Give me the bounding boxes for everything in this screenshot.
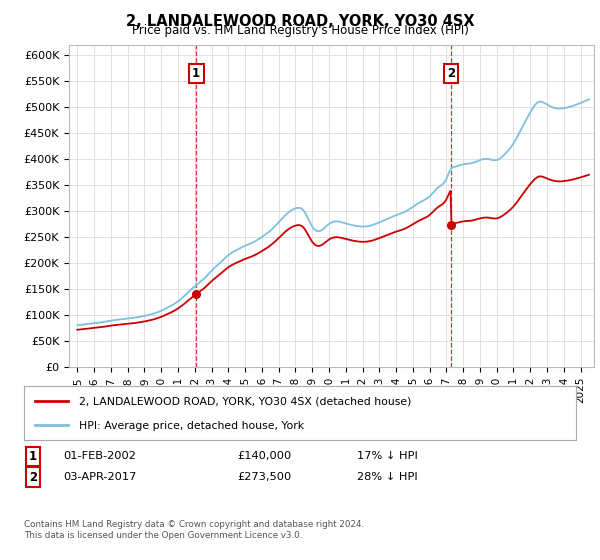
Text: 03-APR-2017: 03-APR-2017	[63, 472, 136, 482]
Text: 1: 1	[29, 450, 37, 463]
Text: 1: 1	[192, 67, 200, 80]
Text: 28% ↓ HPI: 28% ↓ HPI	[357, 472, 418, 482]
Text: 2, LANDALEWOOD ROAD, YORK, YO30 4SX: 2, LANDALEWOOD ROAD, YORK, YO30 4SX	[125, 14, 475, 29]
Text: 01-FEB-2002: 01-FEB-2002	[63, 451, 136, 461]
Text: Price paid vs. HM Land Registry's House Price Index (HPI): Price paid vs. HM Land Registry's House …	[131, 24, 469, 36]
Text: £273,500: £273,500	[237, 472, 291, 482]
Text: 2: 2	[447, 67, 455, 80]
Text: 2, LANDALEWOOD ROAD, YORK, YO30 4SX (detached house): 2, LANDALEWOOD ROAD, YORK, YO30 4SX (det…	[79, 396, 412, 407]
Text: Contains HM Land Registry data © Crown copyright and database right 2024.: Contains HM Land Registry data © Crown c…	[24, 520, 364, 529]
Text: This data is licensed under the Open Government Licence v3.0.: This data is licensed under the Open Gov…	[24, 531, 302, 540]
Text: £140,000: £140,000	[237, 451, 291, 461]
Text: 2: 2	[29, 470, 37, 484]
Text: 17% ↓ HPI: 17% ↓ HPI	[357, 451, 418, 461]
Text: HPI: Average price, detached house, York: HPI: Average price, detached house, York	[79, 421, 304, 431]
